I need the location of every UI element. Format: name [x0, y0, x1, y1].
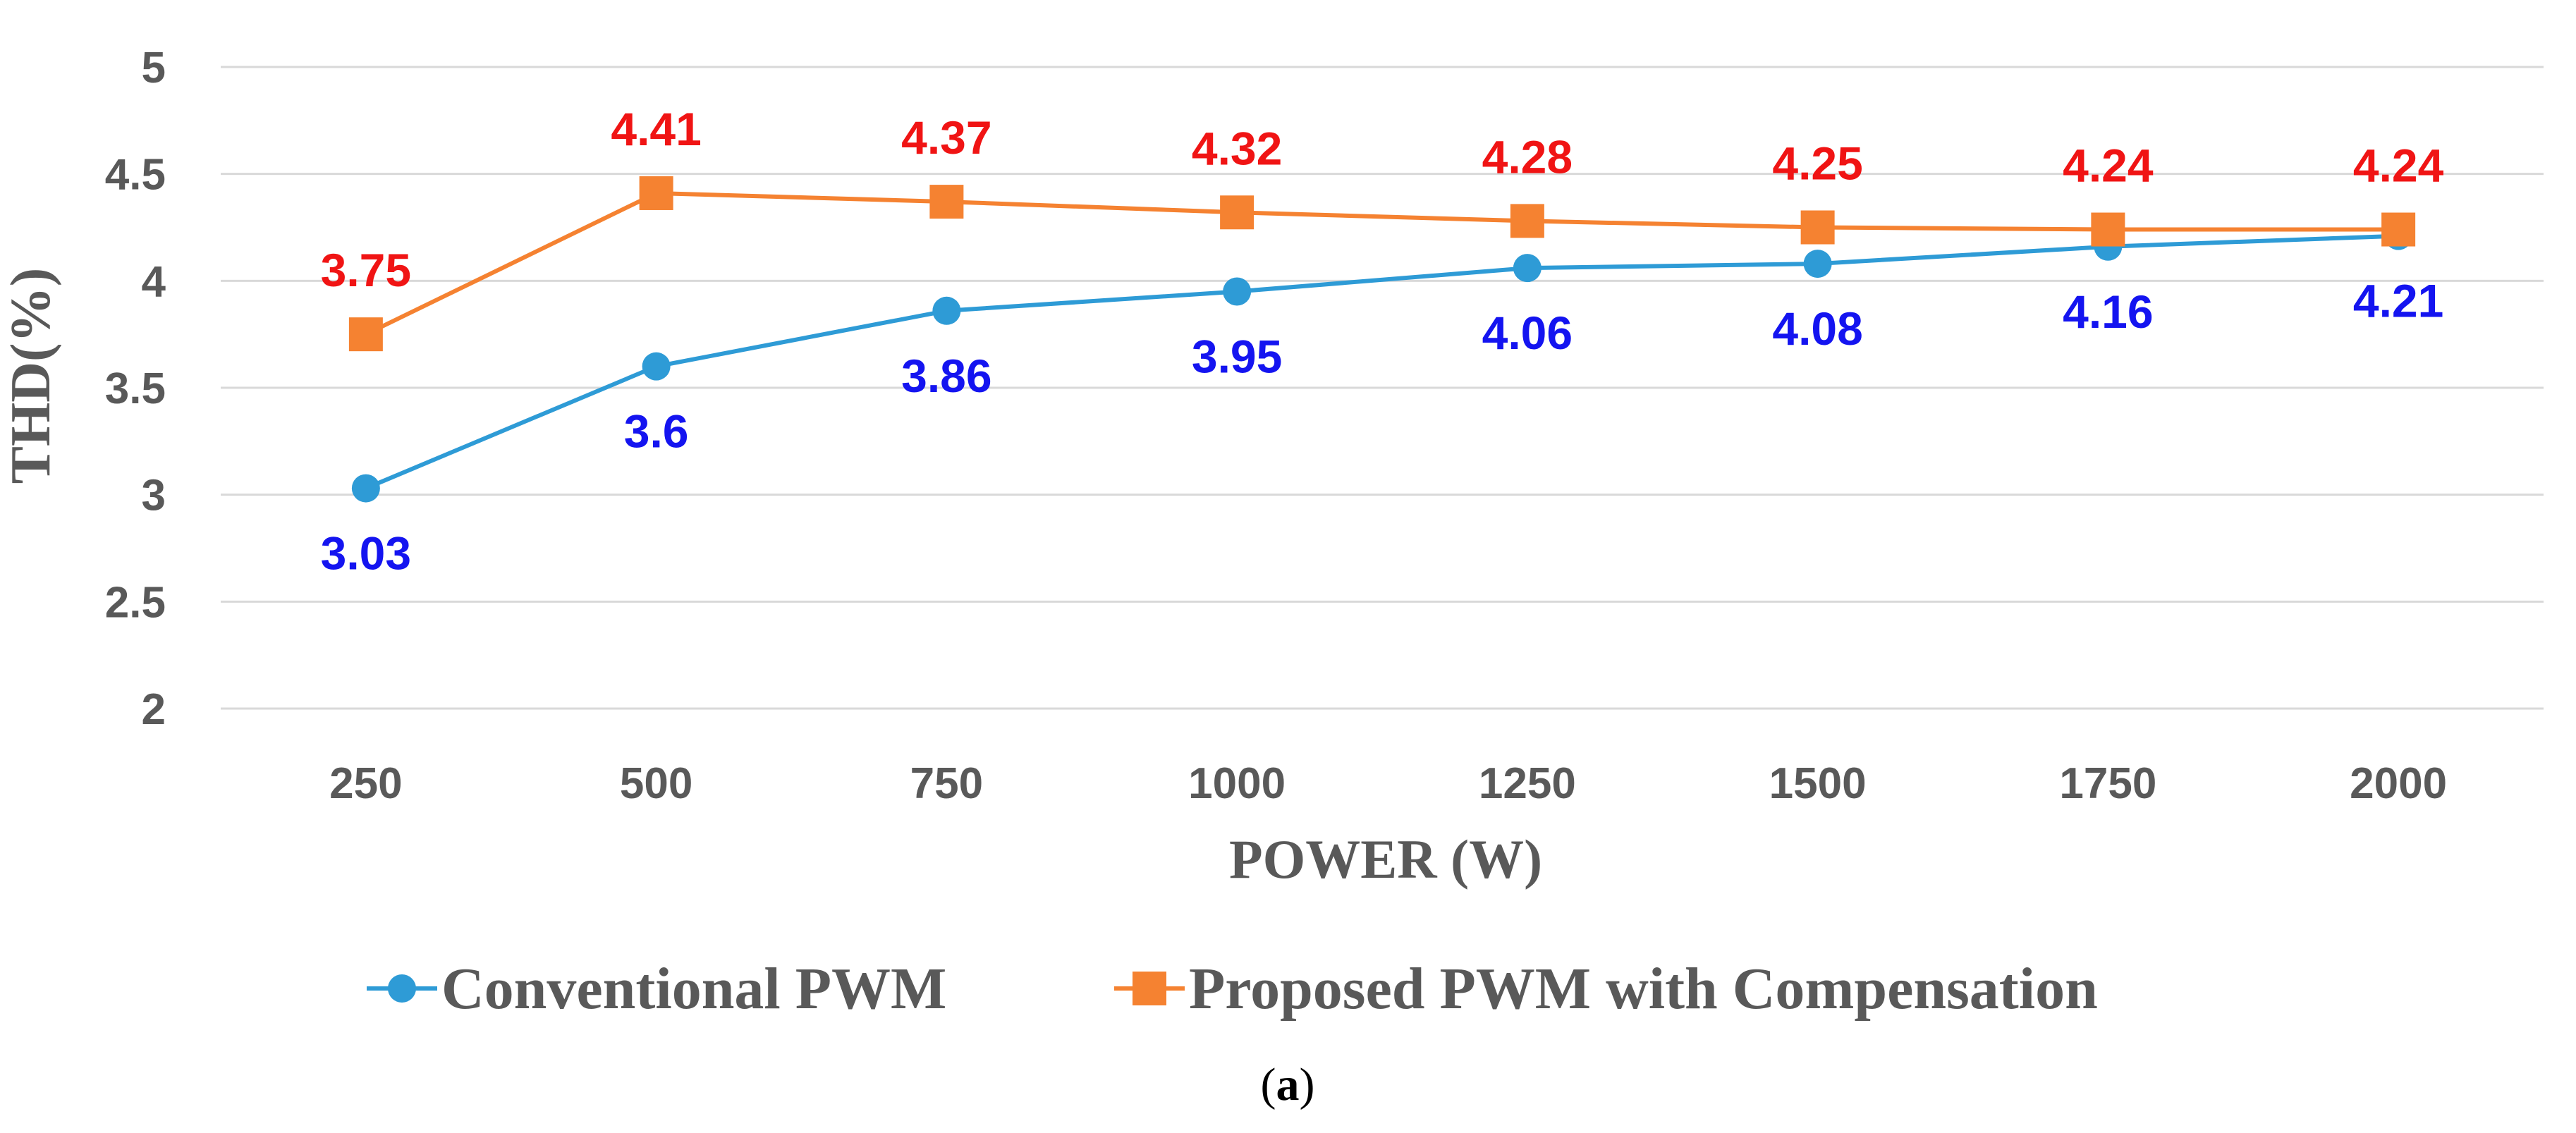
series-lines	[348, 176, 2416, 503]
x-tick-label: 750	[910, 759, 983, 808]
y-tick-label: 4.5	[105, 151, 166, 200]
data-label: 3.95	[1192, 331, 1282, 383]
y-tick-label: 3	[142, 472, 166, 520]
series-line-2	[365, 190, 2399, 336]
data-label: 4.16	[2063, 286, 2153, 338]
legend: Conventional PWM Proposed PWM with Compen…	[367, 956, 2098, 1022]
data-label: 3.75	[321, 244, 411, 296]
caption-open-paren: (	[1261, 1059, 1276, 1110]
y-tick-label: 2.5	[105, 578, 166, 627]
x-axis-ticks: 250 500 750 1000 1250 1500 1750 2000	[329, 759, 2447, 808]
y-axis-title: THD(%)	[0, 268, 62, 484]
data-label: 4.25	[1772, 137, 1862, 190]
gridlines	[221, 66, 2544, 710]
y-tick-label: 2	[142, 685, 166, 734]
point-marker	[348, 317, 383, 352]
point-marker	[1513, 254, 1542, 283]
legend-label-1: Conventional PWM	[441, 956, 946, 1022]
x-tick-label: 1000	[1188, 759, 1286, 808]
y-tick-label: 3.5	[105, 365, 166, 413]
x-tick-label: 1250	[1479, 759, 1576, 808]
x-tick-label: 500	[620, 759, 692, 808]
point-marker	[1223, 277, 1252, 306]
point-marker	[1803, 250, 1832, 278]
x-tick-label: 2000	[2350, 759, 2447, 808]
x-tick-label: 1500	[1769, 759, 1867, 808]
data-label: 4.28	[1482, 130, 1573, 183]
y-tick-label: 5	[142, 44, 166, 92]
legend-marker-2	[1133, 972, 1166, 1005]
data-label: 4.24	[2353, 140, 2444, 192]
legend-label-2: Proposed PWM with Compensation	[1189, 956, 2098, 1022]
y-tick-label: 4	[142, 257, 166, 306]
data-label: 3.86	[901, 350, 991, 402]
point-marker	[2091, 212, 2125, 247]
data-label: 4.24	[2063, 140, 2154, 192]
caption-close-paren: )	[1300, 1059, 1315, 1110]
data-label: 4.37	[901, 111, 991, 164]
data-label: 3.03	[321, 527, 411, 580]
y-axis-ticks: 2 2.5 3 3.5 4 4.5 5	[105, 44, 166, 734]
figure-caption: (a)	[1261, 1059, 1315, 1110]
point-marker	[642, 352, 671, 381]
data-label: 4.32	[1192, 122, 1282, 174]
data-label: 3.6	[624, 405, 689, 458]
data-labels: 3.03 3.6 3.86 3.95 4.06 4.08 4.16 4.21 3.75 4.41 4…	[321, 103, 2444, 580]
x-axis-title: POWER (W)	[1229, 828, 1542, 890]
point-marker	[1220, 195, 1255, 230]
point-marker	[351, 474, 380, 503]
data-label: 4.41	[611, 103, 701, 155]
data-label: 4.06	[1482, 307, 1573, 359]
series-line-1	[365, 233, 2399, 491]
data-label: 4.08	[1772, 302, 1862, 355]
caption-letter: a	[1276, 1059, 1300, 1110]
data-label: 4.21	[2353, 275, 2443, 327]
x-tick-label: 1750	[2059, 759, 2156, 808]
point-marker	[2381, 212, 2416, 247]
point-marker	[1800, 210, 1835, 245]
x-tick-label: 250	[329, 759, 402, 808]
legend-marker-1	[388, 974, 416, 1003]
point-marker	[932, 296, 961, 325]
point-marker	[1510, 204, 1544, 238]
point-marker	[639, 176, 673, 210]
point-marker	[929, 185, 964, 219]
